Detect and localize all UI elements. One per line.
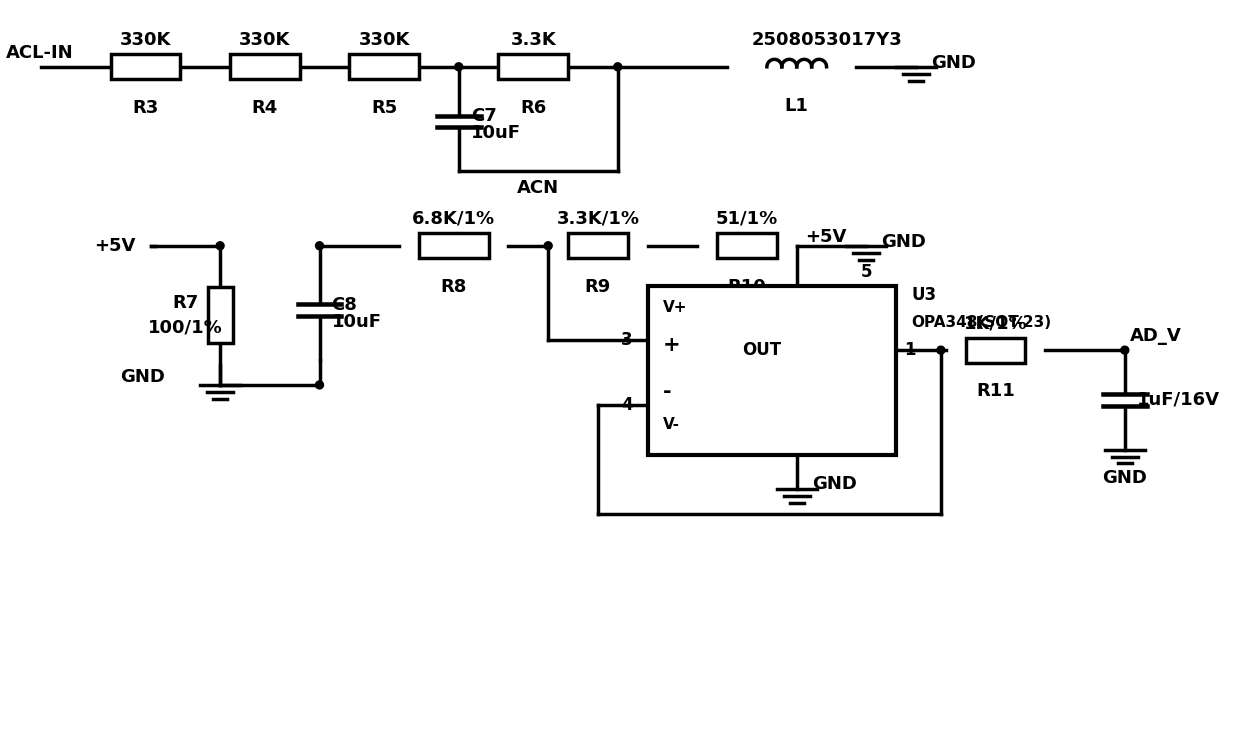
Text: R9: R9 — [585, 278, 611, 296]
Text: R3: R3 — [133, 98, 159, 117]
Text: +5V: +5V — [805, 228, 846, 246]
Text: 3.3K: 3.3K — [511, 31, 557, 49]
Text: V-: V- — [662, 417, 680, 432]
Text: +: + — [662, 335, 681, 355]
Bar — [647, 285, 897, 454]
Text: 100/1%: 100/1% — [148, 318, 223, 336]
Text: 2508053017Y3: 2508053017Y3 — [751, 31, 901, 49]
Text: 6.8K/1%: 6.8K/1% — [412, 210, 495, 228]
Text: +5V: +5V — [94, 237, 135, 255]
Text: -: - — [662, 382, 671, 402]
Text: R11: R11 — [976, 382, 1016, 400]
Text: GND: GND — [812, 475, 857, 493]
Text: ACN: ACN — [517, 179, 559, 197]
Circle shape — [614, 63, 621, 71]
Circle shape — [315, 242, 324, 250]
Text: 10uF: 10uF — [471, 124, 521, 142]
Text: R6: R6 — [520, 98, 547, 117]
Text: 3: 3 — [621, 332, 632, 349]
Circle shape — [937, 346, 945, 354]
Bar — [207, 288, 233, 343]
Text: U3: U3 — [911, 285, 936, 303]
Text: 3.3K/1%: 3.3K/1% — [557, 210, 640, 228]
Circle shape — [1121, 346, 1128, 354]
Bar — [717, 233, 776, 259]
Text: R4: R4 — [252, 98, 278, 117]
Bar — [498, 54, 568, 79]
Text: R7: R7 — [172, 294, 198, 312]
Text: L1: L1 — [785, 97, 808, 115]
Text: GND: GND — [931, 54, 976, 72]
Bar — [568, 233, 627, 259]
Text: 1uF/16V: 1uF/16V — [1137, 391, 1220, 409]
Text: 1: 1 — [904, 341, 915, 359]
Bar — [966, 337, 1025, 363]
Bar — [110, 54, 180, 79]
Text: ACL-IN: ACL-IN — [6, 44, 74, 62]
Text: R10: R10 — [728, 278, 766, 296]
Text: GND: GND — [1102, 469, 1147, 487]
Circle shape — [315, 381, 324, 389]
Circle shape — [455, 63, 463, 71]
Text: 4: 4 — [621, 396, 632, 413]
Circle shape — [216, 242, 224, 250]
Text: GND: GND — [882, 232, 926, 251]
Text: 330K: 330K — [120, 31, 171, 49]
Text: 5: 5 — [861, 262, 872, 281]
Text: R5: R5 — [371, 98, 397, 117]
Text: 51/1%: 51/1% — [715, 210, 779, 228]
Circle shape — [544, 242, 552, 250]
Text: C7: C7 — [471, 107, 496, 125]
Text: 10uF: 10uF — [331, 314, 382, 332]
Text: OUT: OUT — [743, 341, 781, 359]
Text: 330K: 330K — [239, 31, 290, 49]
Text: V+: V+ — [662, 300, 687, 315]
Text: 330K: 330K — [358, 31, 410, 49]
Bar — [419, 233, 489, 259]
Text: C8: C8 — [331, 297, 357, 314]
Text: GND: GND — [120, 368, 165, 386]
Bar — [350, 54, 419, 79]
Text: AD_V: AD_V — [1130, 327, 1182, 345]
Text: OPA348(SOT-23): OPA348(SOT-23) — [911, 315, 1052, 330]
Text: 1K/1%: 1K/1% — [963, 314, 1028, 332]
Bar — [231, 54, 300, 79]
Text: R8: R8 — [440, 278, 467, 296]
